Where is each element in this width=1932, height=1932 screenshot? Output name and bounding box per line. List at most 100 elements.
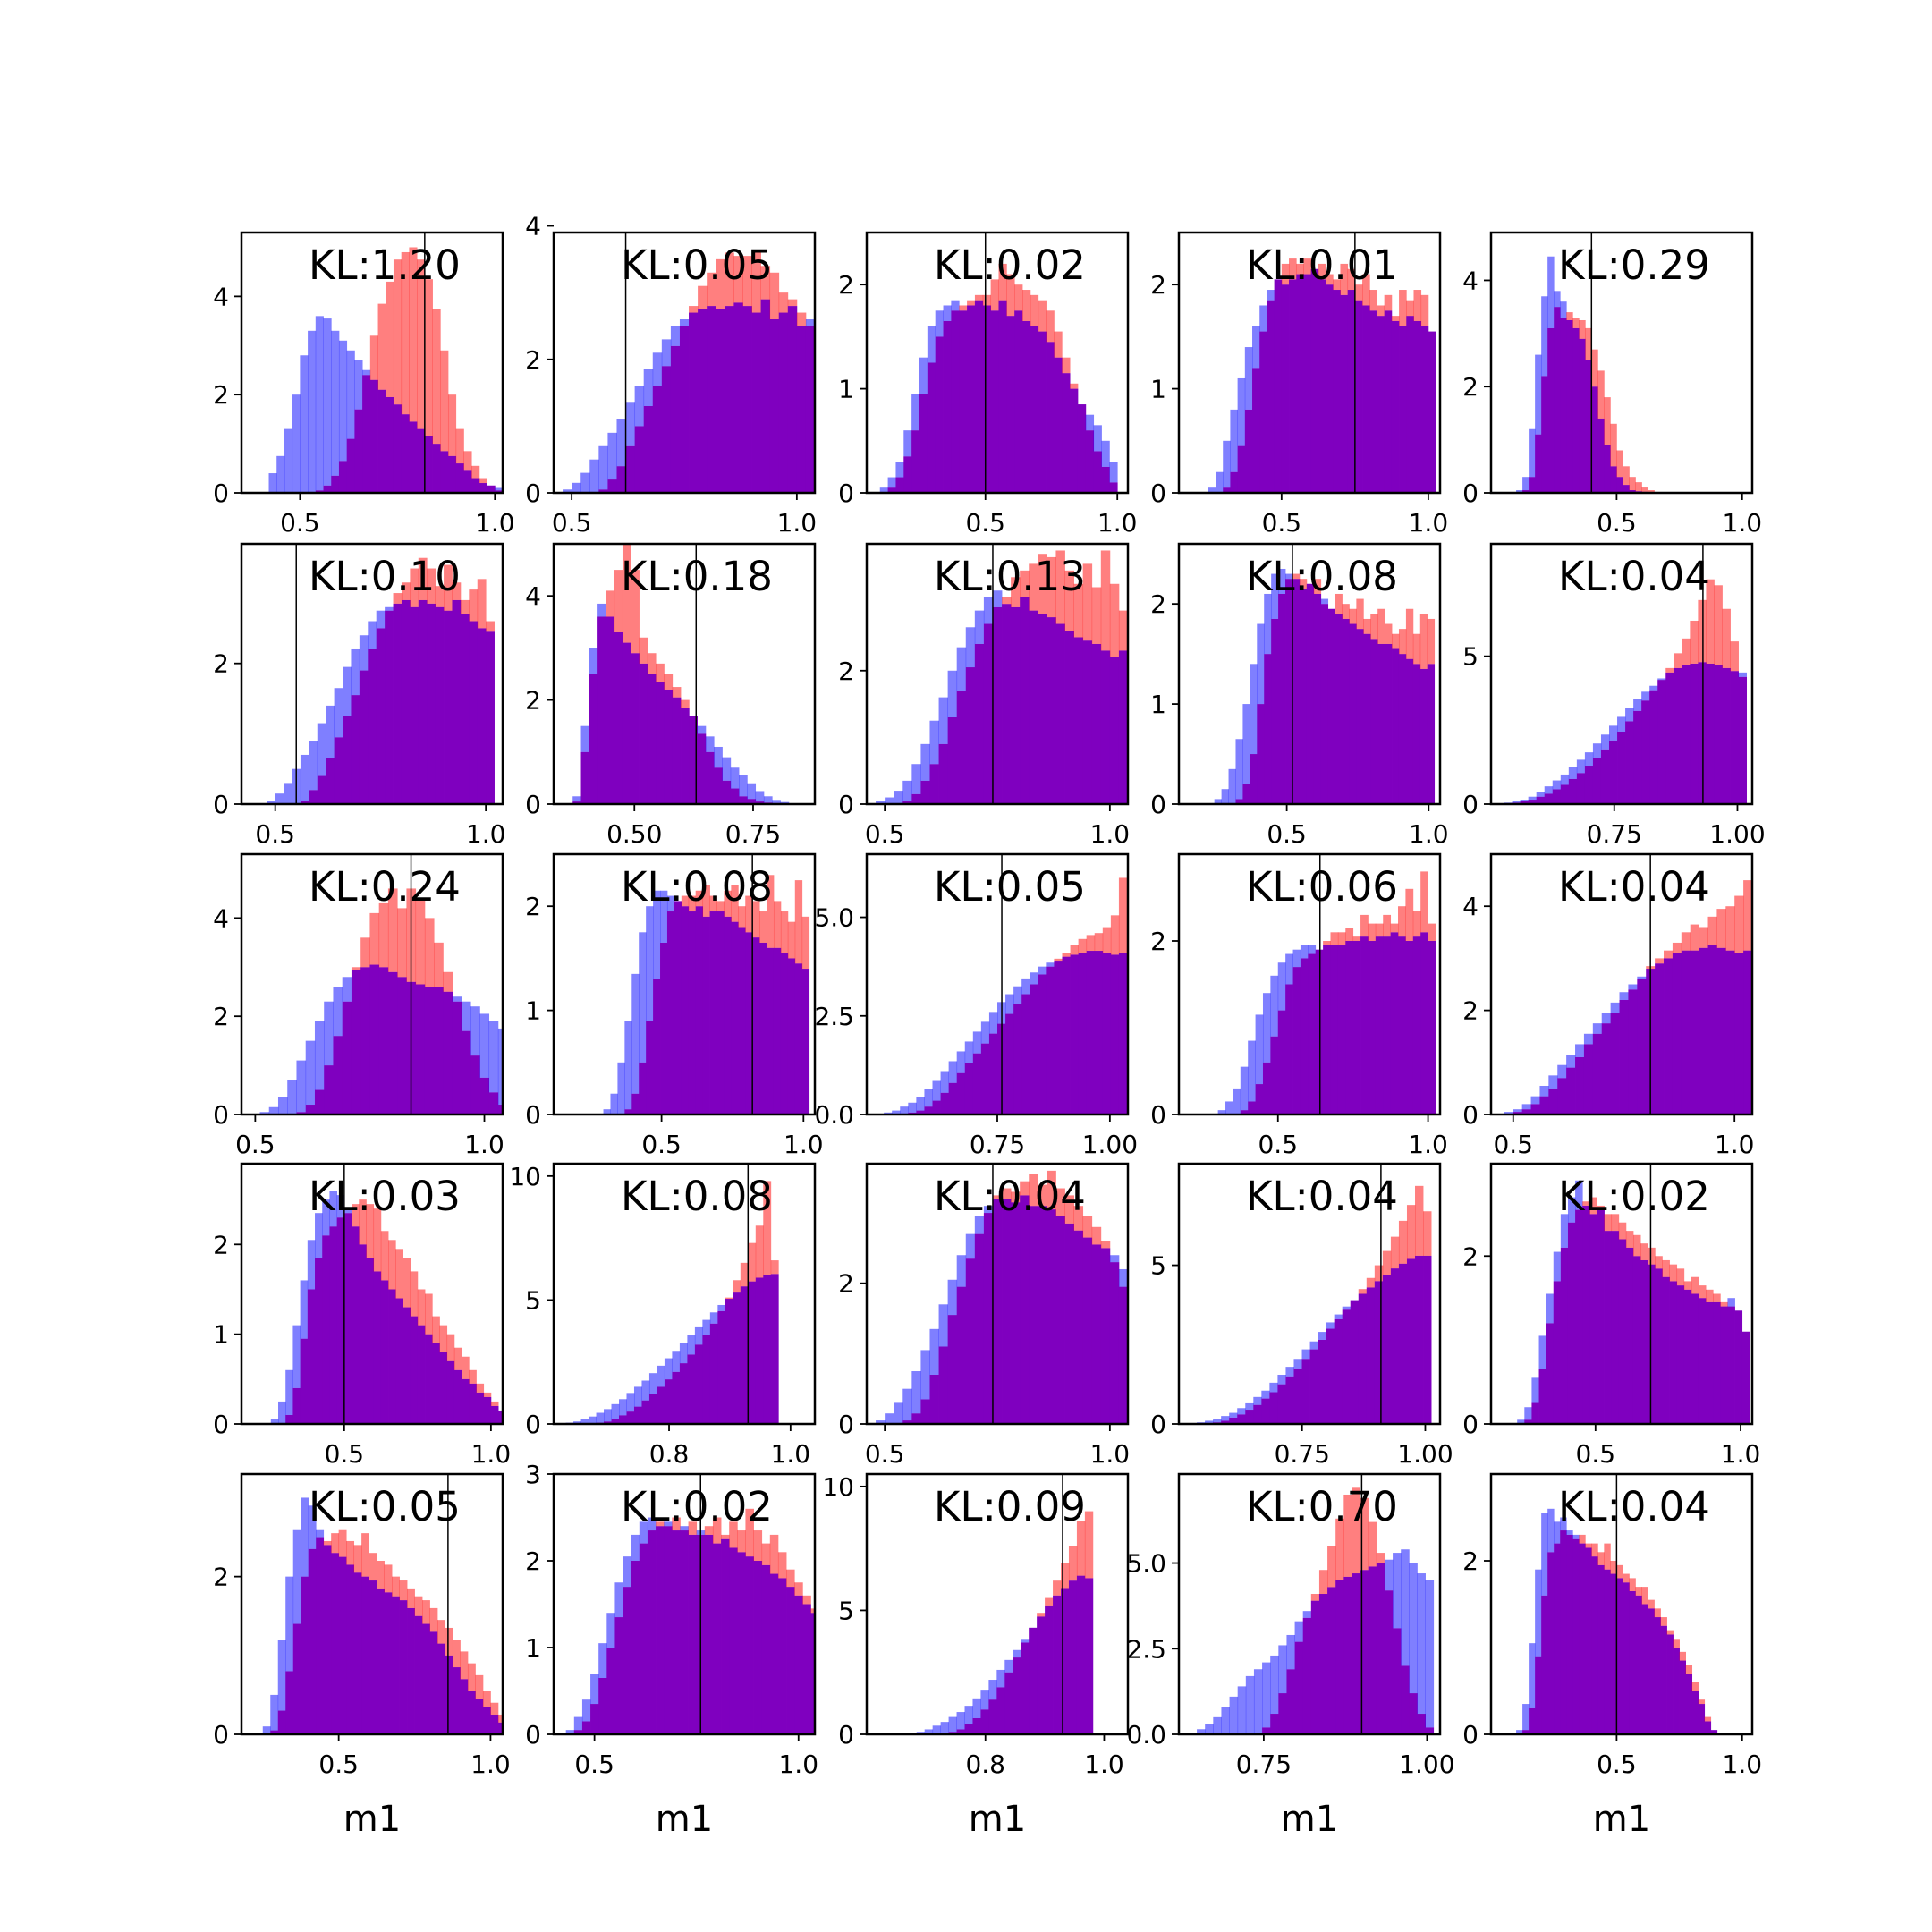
- histogram-bar-overlap: [1377, 643, 1385, 804]
- kl-annotation: KL:0.04: [1558, 1483, 1710, 1530]
- histogram-bar-red: [716, 258, 725, 309]
- histogram-bar-red: [1597, 370, 1605, 419]
- histogram-bar-red: [1102, 927, 1112, 953]
- histogram-bar-overlap: [1237, 445, 1246, 493]
- histogram-bar-blue: [679, 1343, 688, 1364]
- histogram-bar-overlap: [1020, 1195, 1030, 1424]
- histogram-bar-overlap: [1086, 951, 1096, 1114]
- histogram-bar-red: [801, 916, 810, 970]
- histogram-bar-red: [1369, 290, 1377, 311]
- histogram-bar-overlap: [1299, 589, 1308, 804]
- histogram-bar-overlap: [614, 1617, 623, 1734]
- histogram-bar-overlap: [759, 942, 767, 1114]
- histogram-bar-overlap: [947, 717, 958, 804]
- bars-group: [1516, 1508, 1718, 1734]
- kl-annotation: KL:0.08: [621, 863, 773, 911]
- histogram-bar-overlap: [1030, 326, 1039, 493]
- histogram-bar-blue: [964, 1706, 973, 1724]
- histogram-bar-red: [1362, 274, 1370, 306]
- histogram-bar-red: [1629, 1578, 1636, 1591]
- histogram-bar-red: [738, 906, 746, 928]
- histogram-bar-overlap: [670, 345, 681, 493]
- histogram-bar-blue: [309, 741, 318, 791]
- histogram-bar-overlap: [787, 958, 796, 1114]
- histogram-bar-overlap: [1337, 945, 1346, 1114]
- histogram-bar-overlap: [1002, 1199, 1012, 1424]
- histogram-bar-red: [452, 582, 462, 600]
- histogram-bar-red: [745, 1508, 754, 1557]
- histogram-bar-blue: [943, 305, 952, 321]
- histogram-bar-overlap: [739, 796, 748, 804]
- histogram-bar-red: [1046, 1170, 1056, 1210]
- histogram-bar-overlap: [1294, 1641, 1304, 1734]
- histogram-bar-blue: [1223, 440, 1231, 488]
- histogram-bar-overlap: [1681, 950, 1691, 1114]
- histogram-bar-blue: [1285, 573, 1293, 580]
- histogram-bar-overlap: [410, 1316, 419, 1424]
- histogram-bar-blue: [1253, 1396, 1262, 1405]
- histogram-bar-blue: [1554, 1521, 1561, 1544]
- histogram-bar-overlap: [631, 1093, 640, 1114]
- histogram-bar-blue: [1633, 699, 1642, 711]
- histogram-bar-red: [724, 1297, 733, 1300]
- histogram-bar-red: [377, 303, 386, 390]
- histogram-bar-blue: [277, 1097, 288, 1114]
- histogram-bar-overlap: [1399, 326, 1407, 493]
- histogram-bar-overlap: [1278, 593, 1286, 804]
- histogram-bar-red: [422, 1600, 430, 1624]
- histogram-bar-blue: [307, 1240, 316, 1290]
- histogram-bar-red: [1428, 923, 1436, 941]
- histogram-bar-blue: [717, 1304, 726, 1311]
- histogram-bar-overlap: [1296, 274, 1304, 493]
- histogram-bar-overlap: [967, 305, 976, 493]
- histogram-bar-blue: [1242, 704, 1250, 784]
- histogram-bar-overlap: [1406, 1258, 1416, 1424]
- histogram-bar-overlap: [1358, 1293, 1368, 1424]
- histogram-bar-red: [469, 1369, 477, 1384]
- histogram-bar-overlap: [1221, 1420, 1230, 1424]
- histogram-bar-overlap: [935, 336, 944, 493]
- y-tick-label: 2: [213, 649, 229, 679]
- histogram-bar-blue: [1262, 993, 1271, 1063]
- histogram-bar-blue: [603, 1109, 611, 1114]
- histogram-bar-overlap: [1267, 300, 1275, 493]
- histogram-bar-red: [707, 272, 716, 307]
- histogram-bar-blue: [1245, 1402, 1254, 1411]
- histogram-bar-red: [1566, 312, 1573, 320]
- histogram-bar-blue: [1221, 1707, 1230, 1734]
- histogram-bar-red: [1635, 1587, 1642, 1596]
- histogram-bar-overlap: [1068, 1580, 1078, 1734]
- histogram-bar-red: [1343, 1494, 1352, 1577]
- histogram-bar-overlap: [440, 451, 449, 493]
- histogram-bar-blue: [1393, 1553, 1402, 1629]
- histogram-bar-overlap: [1347, 290, 1356, 493]
- histogram-bar-overlap: [1710, 1730, 1718, 1734]
- histogram-bar-overlap: [573, 1730, 583, 1734]
- histogram-bar-overlap: [983, 1213, 994, 1424]
- histogram-bar-overlap: [1029, 610, 1038, 804]
- histogram-bar-overlap: [1013, 1657, 1021, 1734]
- histogram-bar-overlap: [1021, 1642, 1030, 1734]
- histogram-bar-red: [786, 1569, 795, 1588]
- histogram-bar-red: [1349, 608, 1357, 624]
- histogram-bar-blue: [1252, 326, 1260, 369]
- histogram-bar-blue: [1409, 1563, 1418, 1694]
- histogram-bar-blue: [461, 1001, 471, 1031]
- histogram-bar-red: [1604, 1543, 1611, 1570]
- histogram-bar-overlap: [1398, 654, 1407, 804]
- histogram-bar-overlap: [1093, 451, 1102, 493]
- histogram-bar-red: [1679, 1651, 1686, 1661]
- axes-frame: [1489, 542, 1754, 806]
- histogram-bar-overlap: [646, 1021, 654, 1114]
- histogram-bar-overlap: [1597, 418, 1605, 493]
- histogram-bar-red: [1672, 942, 1682, 953]
- x-axis-label: m1: [656, 1799, 713, 1840]
- bars-group: [1208, 258, 1436, 493]
- histogram-bar-overlap: [1070, 388, 1079, 493]
- histogram-bar-overlap: [1520, 801, 1530, 804]
- x-tick-label: 0.5: [1262, 508, 1302, 538]
- histogram-bar-blue: [1237, 377, 1246, 446]
- histogram-bar-overlap: [393, 404, 402, 493]
